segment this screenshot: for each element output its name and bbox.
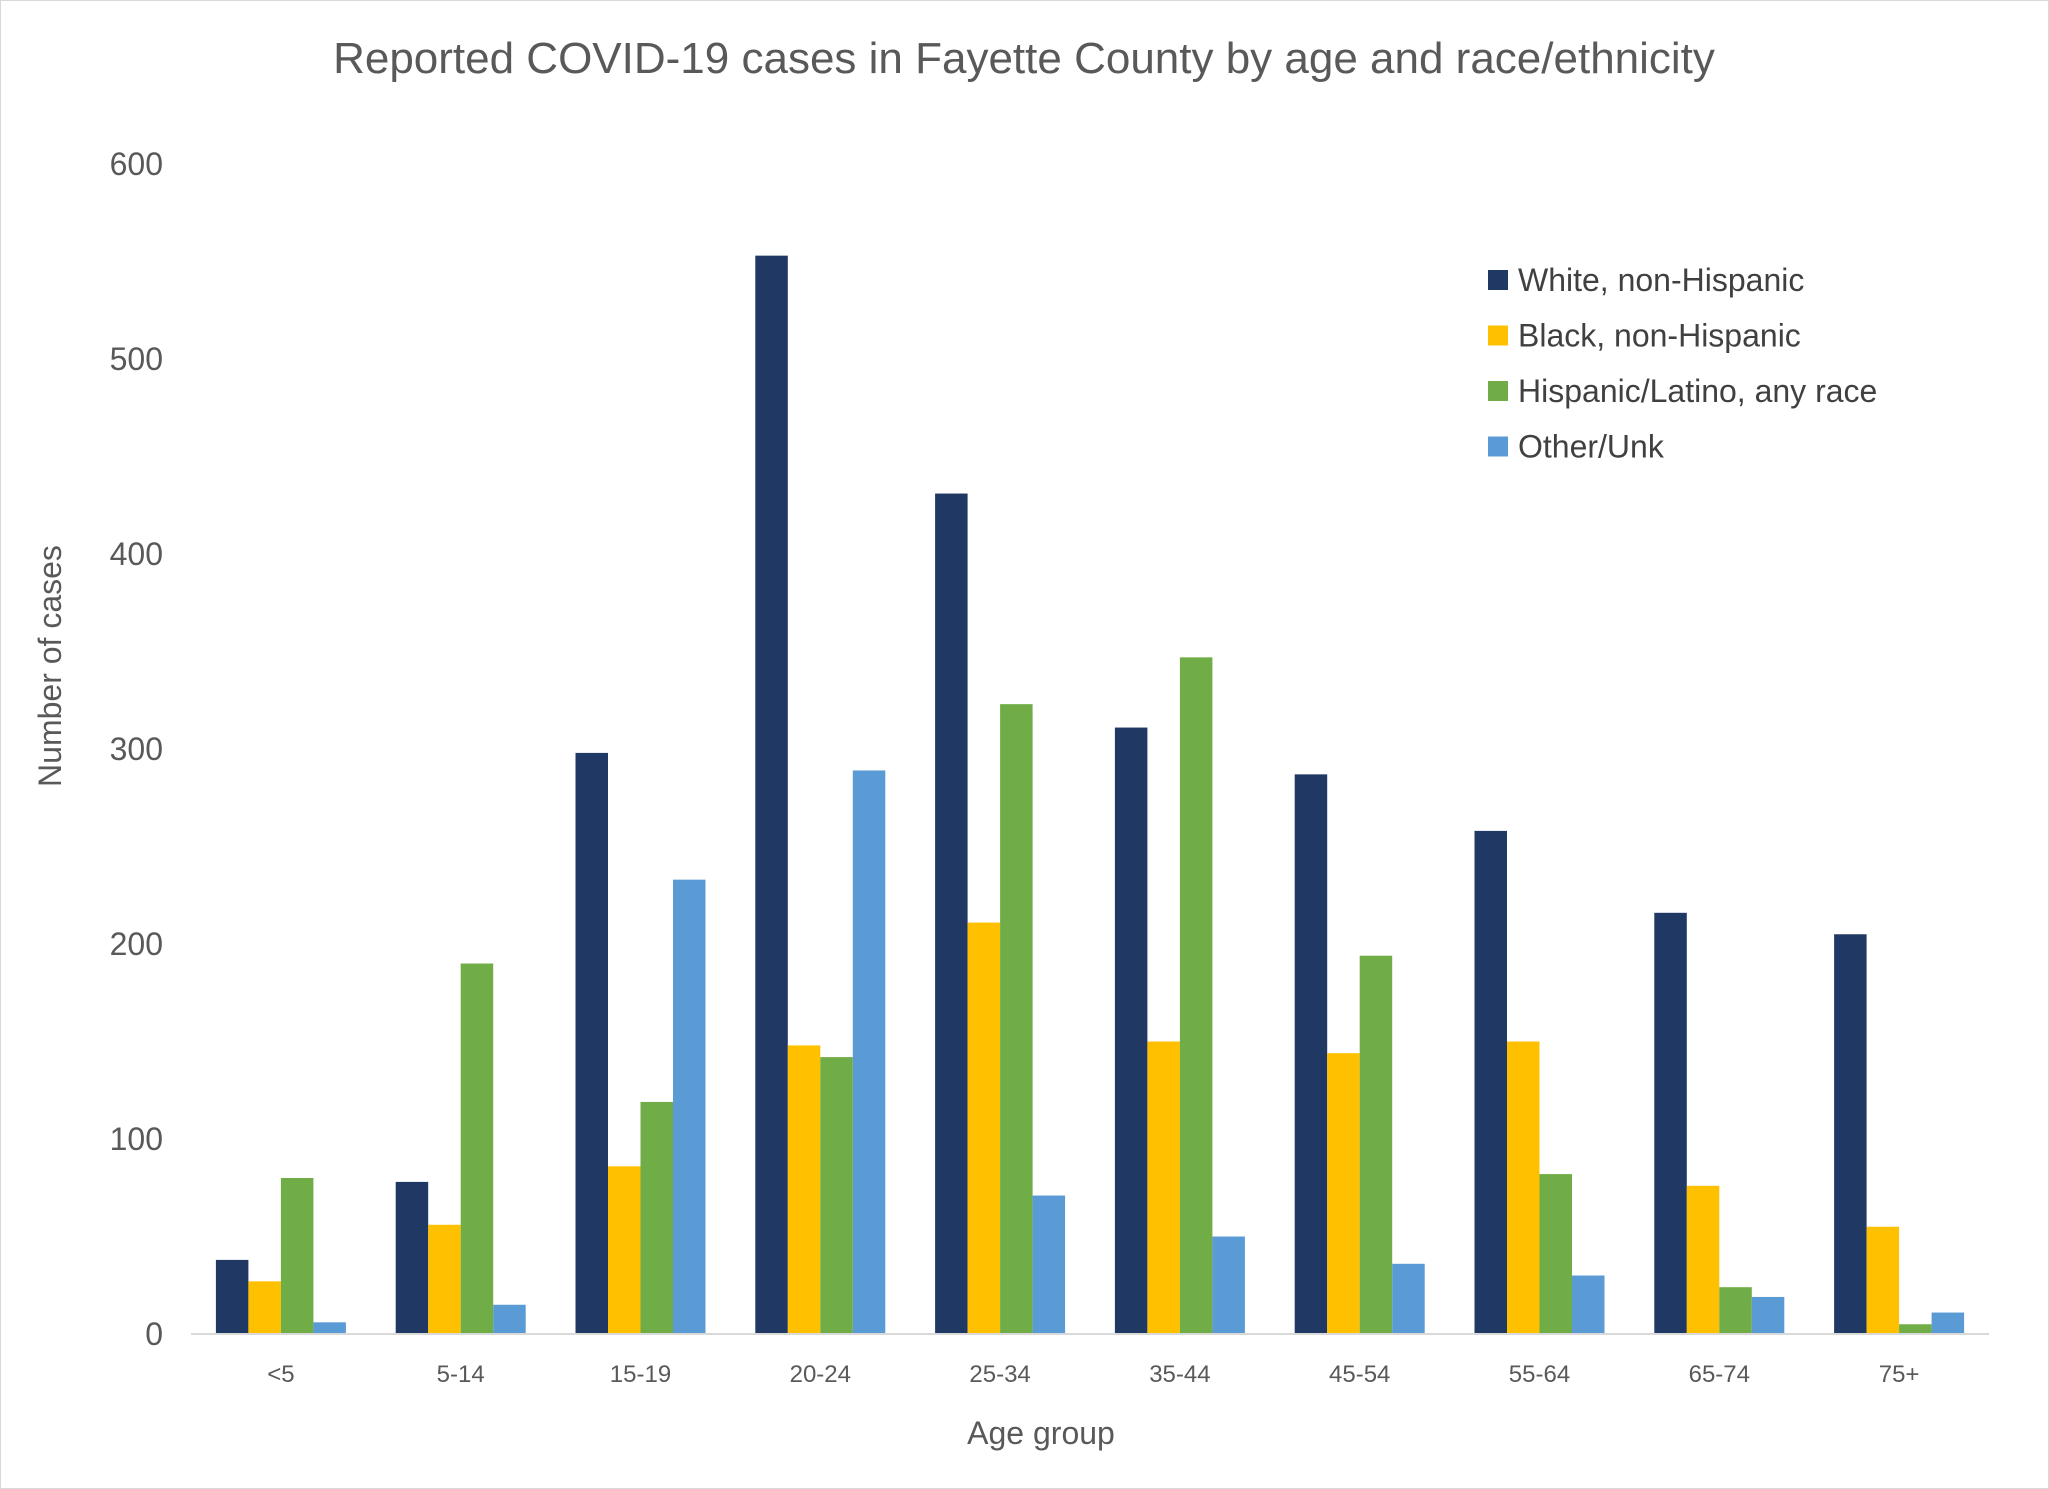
bar-black-non-hispanic-8 (1686, 1185, 1720, 1334)
bar-white-non-hispanic-8 (1654, 912, 1687, 1334)
legend-swatch (1488, 270, 1508, 290)
legend-label: Hispanic/Latino, any race (1518, 373, 1877, 409)
bar-hispanic-latino-any-race-3 (820, 1057, 853, 1334)
y-tick-label: 300 (110, 731, 163, 767)
bar-black-non-hispanic-0 (248, 1281, 281, 1334)
bar-black-non-hispanic-2 (608, 1166, 641, 1334)
legend-label: Other/Unk (1518, 429, 1665, 465)
x-tick-label: 75+ (1879, 1361, 1920, 1388)
x-axis-title: Age group (967, 1415, 1115, 1451)
bar-hispanic-latino-any-race-9 (1899, 1324, 1932, 1334)
bar-other-unk-0 (313, 1322, 346, 1334)
bar-hispanic-latino-any-race-6 (1359, 955, 1393, 1334)
x-tick-label: 20-24 (790, 1361, 851, 1388)
bar-black-non-hispanic-7 (1507, 1041, 1540, 1334)
bar-white-non-hispanic-7 (1474, 830, 1507, 1334)
x-tick-label: 15-19 (610, 1361, 671, 1388)
bar-other-unk-5 (1212, 1236, 1245, 1334)
bar-white-non-hispanic-2 (575, 752, 608, 1334)
bar-white-non-hispanic-0 (215, 1259, 249, 1334)
bar-other-unk-4 (1032, 1195, 1066, 1334)
bar-hispanic-latino-any-race-5 (1179, 657, 1213, 1334)
bar-other-unk-8 (1751, 1296, 1785, 1334)
bar-white-non-hispanic-5 (1114, 727, 1148, 1334)
legend-swatch (1488, 325, 1508, 346)
bar-hispanic-latino-any-race-1 (460, 963, 494, 1334)
x-tick-label: <5 (267, 1361, 294, 1388)
x-tick-label: 35-44 (1149, 1361, 1210, 1388)
legend-swatch (1488, 436, 1508, 457)
bar-black-non-hispanic-6 (1327, 1053, 1360, 1334)
bar-white-non-hispanic-3 (755, 255, 788, 1334)
bar-black-non-hispanic-5 (1147, 1041, 1180, 1334)
x-axis-ticks: <5 5-14 15-19 20-24 25-34 35-44 45-54 55-64 65-7… (267, 1361, 1919, 1388)
y-axis-title: Number of cases (32, 545, 68, 787)
bar-other-unk-1 (493, 1304, 526, 1334)
y-tick-label: 200 (110, 926, 163, 962)
bar-other-unk-7 (1572, 1275, 1605, 1334)
bar-black-non-hispanic-9 (1866, 1226, 1900, 1334)
x-tick-label: 45-54 (1329, 1361, 1390, 1388)
y-tick-label: 500 (110, 341, 163, 377)
bars (215, 255, 1965, 1334)
bar-hispanic-latino-any-race-7 (1539, 1174, 1572, 1334)
y-tick-label: 400 (110, 536, 163, 572)
chart-title: Reported COVID-19 cases in Fayette Count… (333, 34, 1715, 83)
x-tick-label: 25-34 (969, 1361, 1030, 1388)
x-tick-label: 55-64 (1509, 1361, 1570, 1388)
bar-black-non-hispanic-4 (967, 922, 1001, 1334)
bar-black-non-hispanic-3 (787, 1045, 821, 1334)
bar-white-non-hispanic-6 (1294, 774, 1328, 1334)
y-tick-label: 0 (145, 1316, 163, 1352)
y-tick-label: 600 (110, 146, 163, 182)
bar-other-unk-2 (673, 879, 706, 1334)
bar-hispanic-latino-any-race-0 (280, 1178, 314, 1334)
x-tick-label: 5-14 (437, 1361, 485, 1388)
bar-white-non-hispanic-4 (935, 493, 968, 1334)
legend: White, non-Hispanic Black, non-Hispanic Hi… (1488, 262, 1877, 465)
bar-other-unk-9 (1931, 1312, 1965, 1334)
legend-swatch (1488, 381, 1508, 401)
legend-label: White, non-Hispanic (1518, 262, 1804, 298)
bar-black-non-hispanic-1 (428, 1224, 461, 1334)
x-tick-label: 65-74 (1689, 1361, 1750, 1388)
y-tick-label: 100 (110, 1121, 163, 1157)
bar-white-non-hispanic-1 (395, 1181, 429, 1334)
y-axis-ticks: 0 100 200 300 400 500 600 (110, 146, 163, 1352)
bar-white-non-hispanic-9 (1834, 934, 1867, 1334)
bar-hispanic-latino-any-race-2 (640, 1101, 673, 1334)
bar-other-unk-3 (852, 770, 886, 1334)
bar-other-unk-6 (1392, 1263, 1425, 1334)
bar-hispanic-latino-any-race-4 (1000, 704, 1033, 1334)
legend-label: Black, non-Hispanic (1518, 318, 1801, 354)
bar-hispanic-latino-any-race-8 (1719, 1287, 1752, 1334)
